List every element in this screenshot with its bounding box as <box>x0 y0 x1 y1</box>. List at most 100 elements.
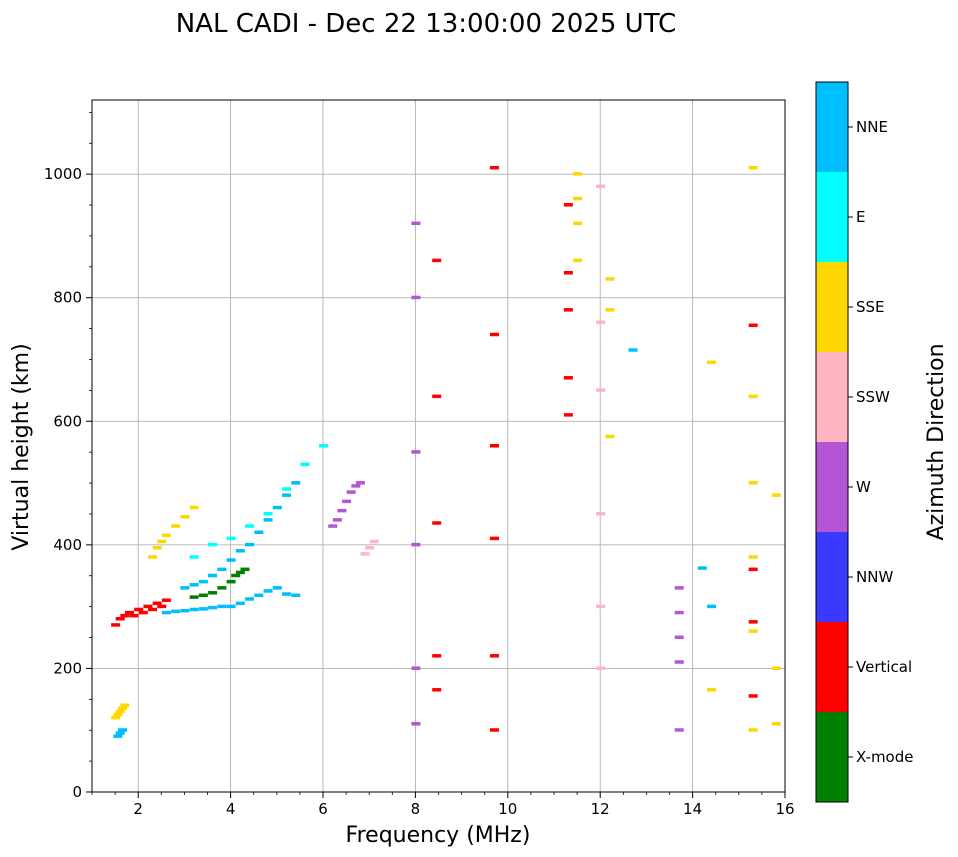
data-point <box>369 539 379 544</box>
data-point <box>115 709 125 714</box>
data-point <box>263 589 273 593</box>
data-point <box>152 601 162 606</box>
colorbar-label: SSE <box>856 298 885 316</box>
data-point <box>432 258 442 263</box>
data-point <box>198 593 208 598</box>
data-point <box>411 666 421 670</box>
data-point <box>748 165 758 170</box>
data-point <box>226 558 236 562</box>
data-point <box>226 604 236 609</box>
y-tick-label: 0 <box>72 783 82 801</box>
data-point <box>771 493 781 497</box>
colorbar-title: Azimuth Direction <box>924 343 949 540</box>
data-point <box>291 481 301 485</box>
data-point <box>118 728 128 732</box>
x-axis-ticks: 2 4 6 8 10 12 14 16 <box>91 792 795 818</box>
colorbar-swatch <box>816 532 848 622</box>
data-point <box>748 629 758 633</box>
x-tick-label: 10 <box>498 800 517 818</box>
data-point <box>674 610 684 615</box>
data-point <box>563 376 573 380</box>
data-point <box>748 481 758 485</box>
data-point <box>411 450 421 454</box>
y-tick-label: 400 <box>53 536 82 554</box>
data-point <box>707 360 717 365</box>
x-tick-label: 6 <box>318 800 328 818</box>
data-point <box>198 579 208 584</box>
data-point <box>432 654 442 658</box>
data-point <box>231 573 241 578</box>
data-point <box>235 601 245 606</box>
colorbar-swatch <box>816 172 848 262</box>
data-point <box>351 484 361 488</box>
data-point <box>240 567 250 572</box>
data-point <box>217 586 227 590</box>
data-point <box>263 511 273 516</box>
data-point <box>282 592 292 596</box>
data-point <box>411 221 421 226</box>
data-point <box>120 613 130 618</box>
data-point <box>573 221 583 226</box>
data-point <box>134 607 144 612</box>
colorbar-label: X-mode <box>856 748 913 766</box>
colorbar-swatch <box>816 262 848 352</box>
data-point <box>432 521 442 525</box>
y-tick-label: 600 <box>53 412 82 430</box>
data-point <box>573 196 583 201</box>
data-point <box>115 617 125 621</box>
colorbar-label: SSW <box>856 388 890 406</box>
x-tick-label: 12 <box>591 800 610 818</box>
data-point <box>148 607 158 612</box>
data-point <box>346 490 356 494</box>
data-point <box>489 332 499 337</box>
data-point <box>432 394 442 399</box>
x-tick-label: 16 <box>775 800 794 818</box>
data-point <box>291 593 301 598</box>
data-point <box>674 660 684 664</box>
data-point <box>282 493 292 497</box>
data-point <box>748 728 758 732</box>
colorbar-swatch <box>816 712 848 802</box>
data-point <box>337 508 347 513</box>
data-point <box>245 524 255 528</box>
data-point <box>113 712 123 717</box>
data-point <box>605 308 615 312</box>
data-point <box>254 530 264 534</box>
data-marks <box>111 165 781 738</box>
data-point <box>563 308 573 312</box>
data-point <box>161 533 171 538</box>
data-point <box>189 555 199 559</box>
data-point <box>771 722 781 726</box>
data-point <box>235 549 245 553</box>
data-point <box>272 586 282 590</box>
data-point <box>180 515 190 519</box>
y-tick-label: 200 <box>53 659 82 677</box>
data-point <box>254 593 264 598</box>
data-point <box>674 728 684 732</box>
data-point <box>171 609 181 614</box>
data-point <box>674 586 684 590</box>
data-point <box>118 706 128 711</box>
colorbar-label: W <box>856 478 871 496</box>
colorbar-swatch <box>816 442 848 532</box>
data-point <box>748 323 758 328</box>
data-point <box>208 605 218 610</box>
data-point <box>771 666 781 670</box>
colorbar-swatch <box>816 82 848 172</box>
data-point <box>189 583 199 587</box>
data-point <box>217 567 227 572</box>
data-point <box>111 623 121 627</box>
data-point <box>489 728 499 732</box>
colorbar: X-mode Vertical NNW W SSW SSE E NNE <box>815 81 913 803</box>
data-point <box>489 444 499 448</box>
data-point <box>263 518 273 522</box>
data-point <box>360 552 370 556</box>
data-point <box>628 348 638 352</box>
data-point <box>707 688 717 692</box>
y-axis-ticks: 0 200 400 600 800 1000 <box>44 111 92 801</box>
y-axis-label: Virtual height (km) <box>9 343 34 550</box>
data-point <box>138 610 148 615</box>
data-point <box>157 604 167 609</box>
y-tick-label: 1000 <box>44 165 82 183</box>
